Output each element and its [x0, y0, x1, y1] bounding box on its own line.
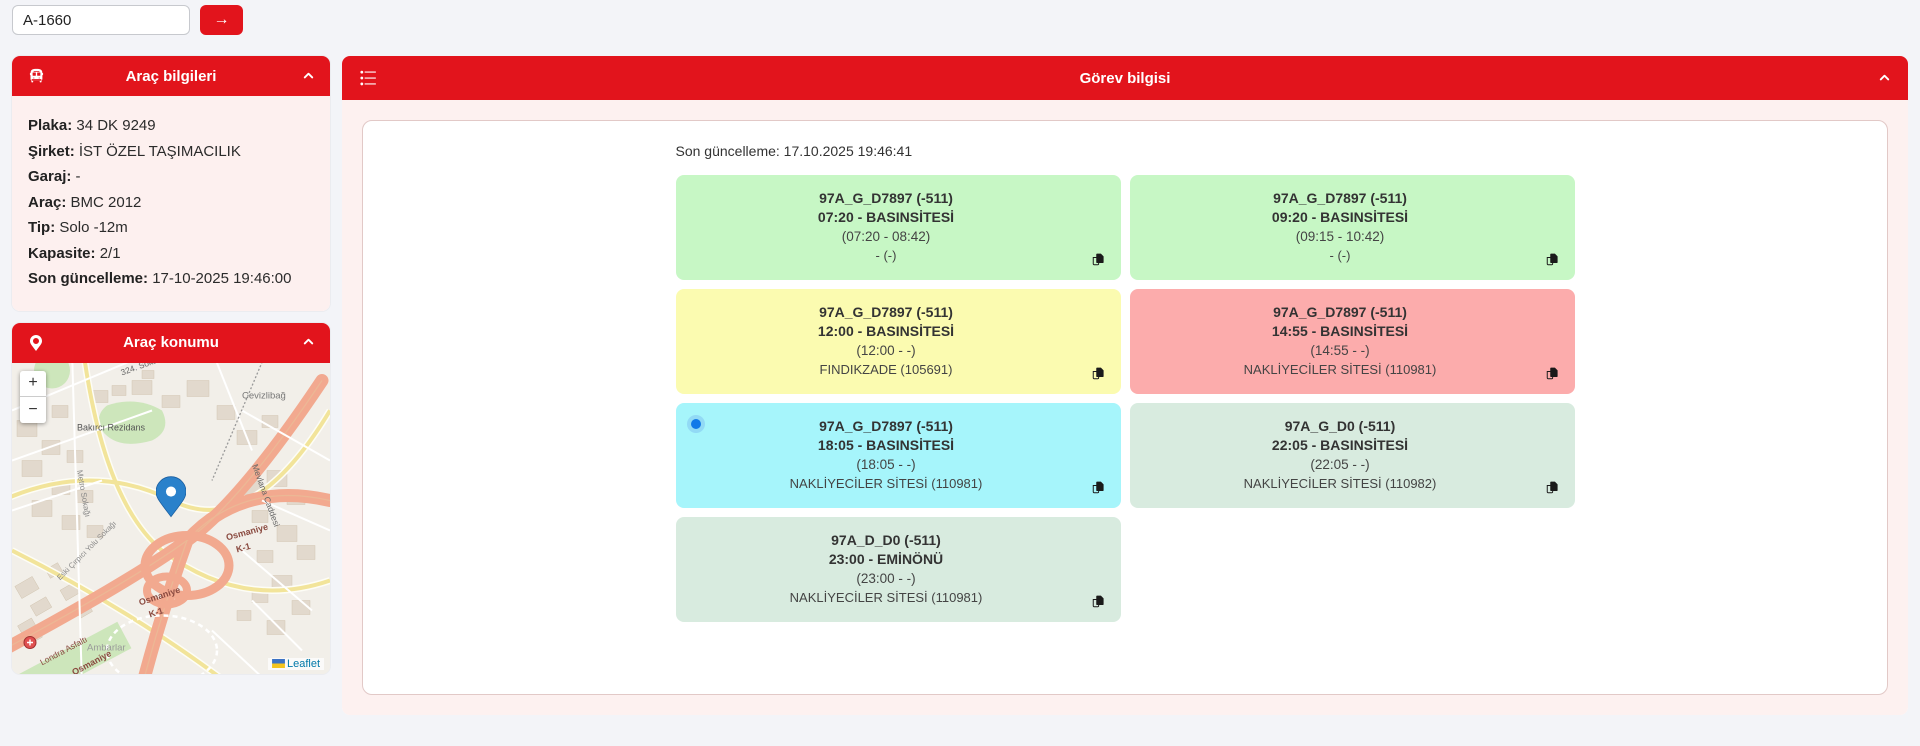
svg-text:Ambarlar: Ambarlar: [87, 642, 126, 653]
svg-text:Cevizlibağ: Cevizlibağ: [242, 390, 286, 401]
svg-text:Bakırcı Rezidans: Bakırcı Rezidans: [77, 422, 146, 432]
